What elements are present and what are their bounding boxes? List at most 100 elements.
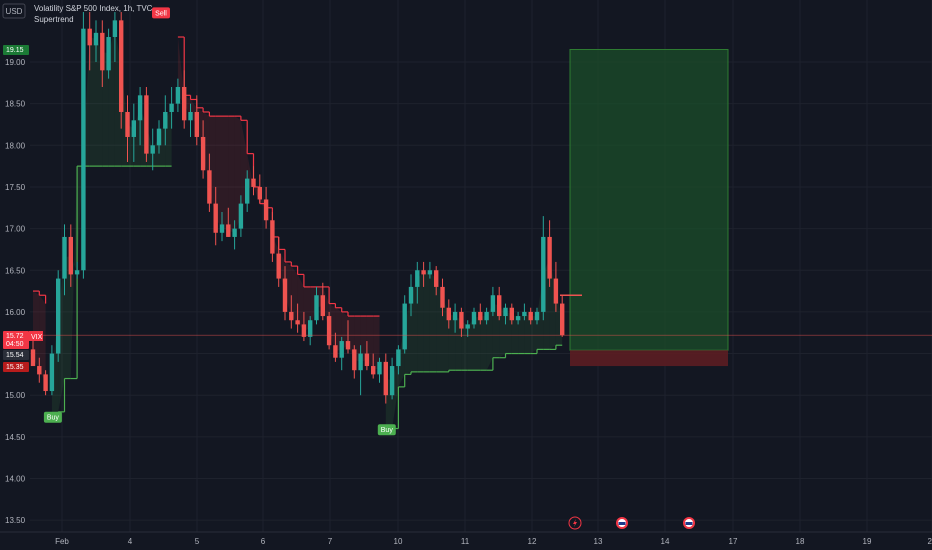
flash-icon-bolt — [573, 519, 577, 527]
trend-fill — [335, 307, 342, 352]
candle-body — [238, 203, 244, 229]
candle-body — [74, 270, 80, 275]
badge-text: 15.54 — [6, 352, 24, 359]
time-tick: 11 — [461, 537, 470, 546]
flag-icon-band — [618, 522, 626, 525]
candle-body — [56, 278, 61, 354]
candle-body — [339, 341, 344, 358]
candle-body — [408, 286, 414, 304]
loss-zone — [570, 350, 728, 367]
price-tick: 15.00 — [5, 391, 26, 400]
candle-body — [37, 366, 42, 375]
candle-body — [49, 353, 55, 392]
trend-fill — [360, 316, 367, 362]
trend-fill — [228, 116, 235, 233]
candle-body — [522, 311, 527, 317]
marker-label: Sell — [155, 10, 167, 17]
supertrend-fills — [33, 28, 563, 429]
trend-fill — [58, 257, 65, 412]
candle-body — [528, 311, 533, 321]
trend-fill — [530, 316, 537, 354]
price-axis-bg — [0, 0, 30, 532]
time-tick: 19 — [863, 537, 872, 546]
candle-body — [478, 311, 483, 321]
price-tick: 14.50 — [5, 433, 26, 442]
candle-body — [194, 111, 199, 137]
trend-fill — [486, 303, 493, 371]
candle-body — [263, 199, 269, 221]
candle-body — [137, 95, 143, 121]
time-tick: 18 — [796, 537, 805, 546]
trend-fill — [159, 120, 166, 167]
price-tick: 16.50 — [5, 266, 26, 275]
candle-body — [213, 203, 218, 233]
trend-fill — [291, 266, 298, 323]
time-tick: 17 — [729, 537, 738, 546]
candle-body — [257, 186, 262, 200]
trend-fill — [102, 51, 109, 167]
candle-body — [459, 311, 464, 329]
trend-fill — [492, 303, 500, 358]
marker-box — [43, 411, 62, 423]
candle-body — [270, 220, 275, 254]
candle-body — [245, 178, 250, 204]
marker-box — [152, 7, 170, 19]
candle-body — [534, 311, 540, 321]
price-tick: 14.00 — [5, 475, 26, 484]
symbol-tag-label: VIX — [31, 334, 43, 341]
event-icons[interactable] — [568, 516, 695, 530]
candle-body — [219, 224, 225, 233]
candle-body — [295, 320, 300, 325]
candle-body — [484, 311, 489, 321]
price-axis[interactable]: 19.0018.5018.0017.5017.0016.5016.0015.50… — [0, 0, 43, 532]
trend-fill — [499, 305, 506, 358]
trend-fill — [429, 272, 437, 372]
sell-marker: Sell — [152, 7, 170, 19]
candle-body — [289, 311, 294, 321]
time-tick: 4 — [128, 537, 133, 546]
candle-body — [383, 361, 388, 396]
stop-badge: 15.35 — [3, 362, 29, 372]
price-tick: 17.50 — [5, 183, 26, 192]
candle-body — [30, 349, 36, 367]
trend-fill — [474, 316, 481, 371]
marker-label: Buy — [381, 427, 394, 434]
time-tick: 20 — [928, 537, 932, 546]
candle-body — [402, 303, 407, 350]
candle-body — [465, 324, 470, 329]
candle-body — [276, 253, 281, 279]
time-tick: 13 — [594, 537, 603, 546]
symbol-line[interactable]: Volatility S&P 500 Index, 1h, TVC — [34, 4, 153, 13]
candle-body — [81, 28, 86, 271]
candle-body — [106, 37, 111, 71]
candles[interactable] — [30, 12, 582, 404]
trend-fill — [133, 107, 141, 167]
indicator-name[interactable]: Supertrend — [34, 15, 74, 24]
candle-body — [490, 295, 496, 312]
symbol-tag — [29, 331, 43, 341]
trend-fill — [417, 272, 424, 372]
currency-box — [2, 3, 26, 19]
trend-fill — [96, 39, 103, 167]
trend-fill — [480, 316, 487, 371]
candle-body — [352, 349, 357, 371]
badge-bg — [3, 350, 29, 360]
trend-fill — [448, 313, 456, 371]
candle-body — [125, 111, 130, 137]
marker-box — [377, 424, 396, 436]
candle-body — [320, 295, 325, 317]
badge-bg — [3, 331, 29, 349]
candle-body — [440, 286, 445, 308]
marker-label: Buy — [47, 415, 60, 422]
candle-body — [251, 178, 256, 187]
candle-body — [314, 295, 319, 321]
position-zones[interactable] — [569, 49, 729, 367]
price-tick: 13.50 — [5, 516, 26, 525]
time-axis[interactable]: Feb 4 5 6 7 10 11 12 13 14 17 18 19 20 — [0, 531, 932, 546]
candle-body — [471, 311, 477, 325]
candle-body — [68, 236, 73, 275]
candle-body — [547, 236, 552, 279]
candle-body — [515, 316, 521, 321]
